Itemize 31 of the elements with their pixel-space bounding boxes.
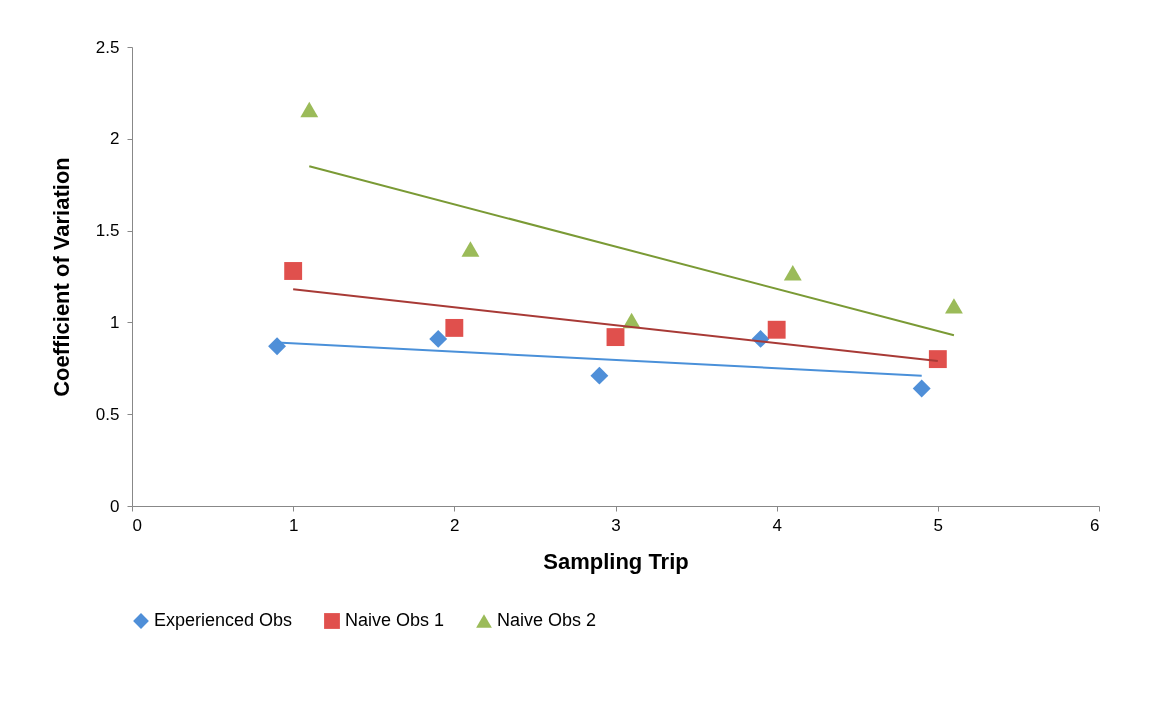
y-tick-label: 1 <box>110 312 120 332</box>
point <box>300 101 319 118</box>
point <box>783 265 802 281</box>
legend-label: Naive Obs 2 <box>497 610 597 630</box>
x-tick-label: 0 <box>132 515 142 535</box>
point <box>284 262 303 280</box>
point <box>268 337 286 356</box>
legend-label: Naive Obs 1 <box>345 610 445 630</box>
point <box>928 350 947 369</box>
y-tick-label: 2 <box>110 129 120 149</box>
x-tick-label: 6 <box>1090 515 1100 535</box>
x-tick-label: 4 <box>772 515 782 535</box>
y-tick-label: 0 <box>110 496 120 516</box>
point <box>606 328 625 347</box>
y-tick-label: 1.5 <box>95 221 120 241</box>
x-tick-label: 3 <box>611 515 621 535</box>
point <box>945 298 963 314</box>
x-tick-label: 5 <box>933 515 944 535</box>
legend-label: Experienced Obs <box>154 610 293 630</box>
y-tick-label: 0.5 <box>95 404 120 424</box>
point <box>445 318 464 337</box>
point <box>912 379 931 398</box>
point <box>429 329 448 348</box>
x-tick-label: 1 <box>288 515 299 535</box>
x-tick-label: 2 <box>450 515 460 535</box>
point <box>767 320 786 339</box>
y-tick-label: 2.5 <box>95 37 120 57</box>
point <box>590 366 609 385</box>
y-axis-title: Coefficient of Variation <box>48 157 74 397</box>
point <box>461 241 480 257</box>
x-axis-title: Sampling Trip <box>543 548 689 574</box>
